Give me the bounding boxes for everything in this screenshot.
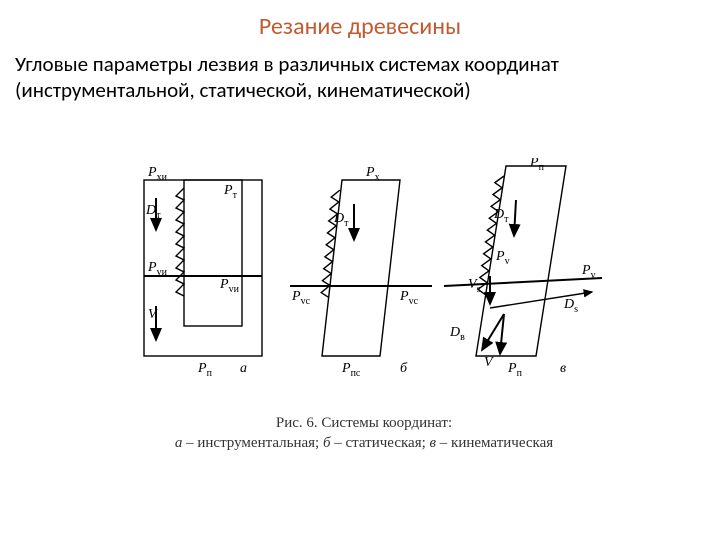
panel-a: Pхи Dт Pт Pvи Pvи V Pп а	[144, 165, 262, 379]
svg-text:б: б	[400, 361, 408, 376]
svg-text:Pп: Pп	[529, 158, 545, 173]
caption-line1: Рис. 6. Системы координат:	[124, 413, 604, 433]
caption-line2: а – инструментальная; б – статическая; в…	[124, 433, 604, 453]
svg-text:V: V	[148, 307, 158, 322]
svg-text:а: а	[240, 361, 247, 376]
svg-text:Vs: Vs	[468, 277, 481, 295]
svg-text:Ds: Ds	[563, 297, 578, 315]
svg-text:Pv: Pv	[495, 249, 510, 267]
svg-text:Dв: Dв	[449, 325, 465, 343]
figure-container: .ln { stroke:#000; stroke-width:1.4; fil…	[124, 158, 604, 454]
svg-text:Pп: Pп	[197, 361, 213, 379]
svg-text:Dт: Dт	[145, 203, 161, 221]
figure-caption: Рис. 6. Системы координат: а – инструмен…	[124, 413, 604, 454]
coordinate-systems-diagram: .ln { stroke:#000; stroke-width:1.4; fil…	[124, 158, 604, 398]
svg-text:в: в	[560, 361, 566, 376]
svg-text:V: V	[484, 355, 494, 370]
svg-text:Pvc: Pvc	[291, 289, 311, 307]
page-title: Резание древесины	[0, 0, 720, 41]
svg-text:Pпс: Pпс	[341, 361, 361, 379]
svg-text:Pvc: Pvc	[399, 289, 419, 307]
svg-text:Pт: Pт	[223, 183, 238, 201]
panel-b: Pх Dт Pvc Pvc Pпс б	[290, 165, 432, 379]
svg-text:Pvи: Pvи	[219, 277, 240, 295]
panel-c: Pп Dт Pv Vs Pv Ds Dв V Pп в	[444, 158, 602, 379]
svg-text:Pп: Pп	[507, 361, 523, 379]
page-subtitle: Угловые параметры лезвия в различных сис…	[0, 41, 720, 104]
